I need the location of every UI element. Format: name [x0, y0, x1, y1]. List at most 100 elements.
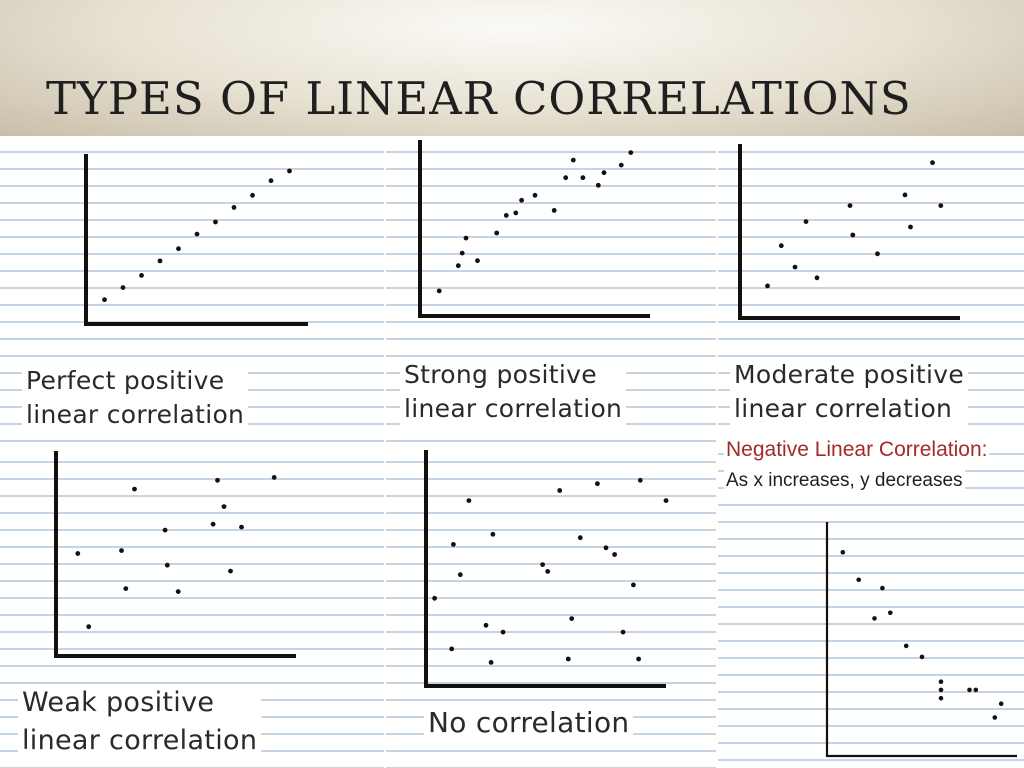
data-point — [628, 150, 634, 155]
scatter-plot-weak-positive — [54, 451, 296, 658]
data-point — [449, 646, 455, 652]
data-point — [880, 585, 885, 591]
chart-label-line-1: Moderate positive — [734, 360, 965, 389]
chart-label-line-1: No correlation — [428, 706, 630, 739]
panel-strong-positive: Strong positive linear correlation — [386, 136, 716, 444]
data-point — [551, 208, 557, 213]
data-point — [631, 582, 636, 588]
data-point — [86, 624, 92, 630]
data-point — [938, 695, 944, 701]
data-point — [580, 175, 586, 181]
data-point — [210, 521, 216, 527]
data-point — [765, 283, 770, 289]
chart-label-line-2: linear correlation — [26, 400, 245, 429]
chart-label-weak-positive: Weak positive linear correlation — [18, 684, 262, 760]
data-point — [432, 595, 437, 601]
data-point — [213, 219, 218, 225]
data-point — [119, 548, 124, 553]
data-point — [601, 170, 607, 176]
slide-header: TYPES OF LINEAR CORRELATIONS — [0, 0, 1024, 136]
data-point — [636, 656, 641, 662]
data-point — [513, 210, 519, 216]
scatter-plot-moderate-positive — [738, 144, 960, 320]
data-point — [557, 488, 563, 493]
data-point — [856, 577, 861, 583]
data-point — [231, 205, 237, 210]
data-point — [840, 550, 846, 555]
chart-title-negative: Negative Linear Correlation: — [724, 438, 990, 462]
data-point — [475, 258, 480, 264]
data-point — [75, 551, 81, 556]
data-point — [663, 498, 669, 503]
data-point — [488, 660, 494, 665]
data-point — [463, 235, 469, 241]
chart-label-moderate-positive: Moderate positive linear correlation — [730, 358, 969, 426]
data-point — [466, 498, 472, 503]
data-point — [132, 486, 137, 492]
scatter-plot-negative — [825, 522, 1017, 758]
data-point — [565, 656, 571, 662]
data-point — [563, 175, 569, 181]
data-point — [490, 531, 496, 537]
data-point — [287, 168, 292, 174]
data-point — [847, 203, 853, 208]
panel-negative-correlation: Negative Linear Correlation: As x increa… — [718, 438, 1024, 768]
data-point — [500, 629, 506, 635]
data-point — [595, 481, 600, 487]
data-point — [778, 243, 784, 249]
panel-moderate-positive: Moderate positive linear correlation — [718, 136, 1024, 436]
data-point — [967, 687, 972, 693]
data-point — [938, 687, 944, 693]
chart-label-line-1: Perfect positive — [26, 366, 225, 395]
data-point — [102, 297, 107, 303]
data-point — [919, 654, 925, 660]
data-point — [123, 586, 129, 591]
chart-label-line-1: Weak positive — [22, 687, 215, 718]
chart-subtitle-negative: As x increases, y decreases — [724, 470, 965, 492]
data-point — [637, 477, 643, 483]
data-point — [120, 285, 126, 290]
data-point — [875, 251, 880, 257]
data-point — [271, 475, 277, 480]
scatter-plot-no-correlation — [424, 450, 669, 688]
data-point — [215, 477, 220, 483]
chart-label-strong-positive: Strong positive linear correlation — [400, 358, 627, 426]
scatter-plot-strong-positive — [418, 140, 650, 318]
data-point — [436, 288, 442, 294]
data-point — [519, 197, 524, 203]
data-point — [570, 157, 576, 163]
data-point — [459, 250, 465, 256]
data-point — [612, 552, 617, 557]
chart-label-line-2: linear correlation — [734, 394, 953, 423]
data-point — [577, 535, 583, 541]
data-point — [888, 610, 893, 616]
data-point — [221, 504, 227, 509]
data-point — [973, 687, 979, 693]
data-point — [930, 160, 935, 166]
panel-weak-positive: Weak positive linear correlation — [0, 446, 384, 768]
chart-label-line-1: Strong positive — [404, 360, 597, 389]
data-point — [494, 230, 500, 236]
data-point — [455, 263, 461, 269]
data-point — [803, 219, 809, 224]
data-point — [164, 562, 170, 568]
data-point — [938, 203, 944, 208]
data-point — [239, 524, 244, 530]
data-point — [157, 258, 163, 264]
data-point — [268, 178, 274, 184]
data-point — [620, 629, 626, 635]
chart-label-perfect-positive: Perfect positive linear correlation — [22, 364, 249, 432]
data-point — [603, 545, 609, 551]
data-point — [228, 568, 233, 574]
data-point — [618, 162, 624, 168]
data-point — [792, 264, 798, 270]
data-point — [175, 589, 181, 594]
data-point — [902, 192, 908, 198]
data-point — [903, 643, 909, 649]
data-point — [540, 562, 545, 567]
chart-label-line-2: linear correlation — [404, 394, 623, 423]
data-point — [250, 192, 255, 198]
data-point — [872, 616, 877, 621]
scatter-plot-perfect-positive — [84, 154, 308, 326]
data-point — [595, 182, 601, 188]
